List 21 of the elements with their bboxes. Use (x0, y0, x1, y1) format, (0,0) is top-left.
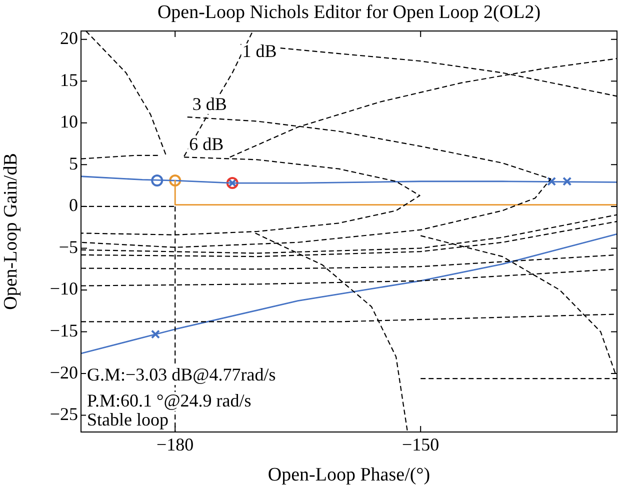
y-tick-label: 10 (60, 112, 78, 132)
annotation: G.M:−3.03 dB@4.77rad/s (87, 364, 276, 385)
y-axis-title: Open-Loop Gain/dB (0, 153, 22, 310)
annotation: 3 dB (192, 94, 227, 114)
y-tick-label: 0 (69, 195, 78, 216)
annotation: P.M:60.1 °@24.9 rad/s (87, 390, 252, 411)
annotation: 6 dB (189, 134, 224, 154)
y-tick-label: −25 (50, 404, 78, 424)
y-tick-label: 20 (60, 28, 78, 48)
annotation: Stable loop (87, 410, 168, 430)
chart-title: Open-Loop Nichols Editor for Open Loop 2(OL2) (157, 2, 541, 23)
x-tick-label: −150 (402, 434, 440, 455)
annotation: 1 dB (242, 41, 277, 62)
y-tick-label: −10 (50, 278, 78, 299)
y-tick-label: 5 (69, 153, 78, 174)
y-tick-label: 15 (60, 70, 78, 90)
x-tick-label: −180 (156, 434, 194, 455)
y-tick-label: −20 (50, 362, 78, 382)
y-tick-label: −5 (58, 236, 78, 257)
x-axis-title: Open-Loop Phase/(°) (268, 464, 430, 486)
y-tick-label: −15 (50, 320, 78, 340)
